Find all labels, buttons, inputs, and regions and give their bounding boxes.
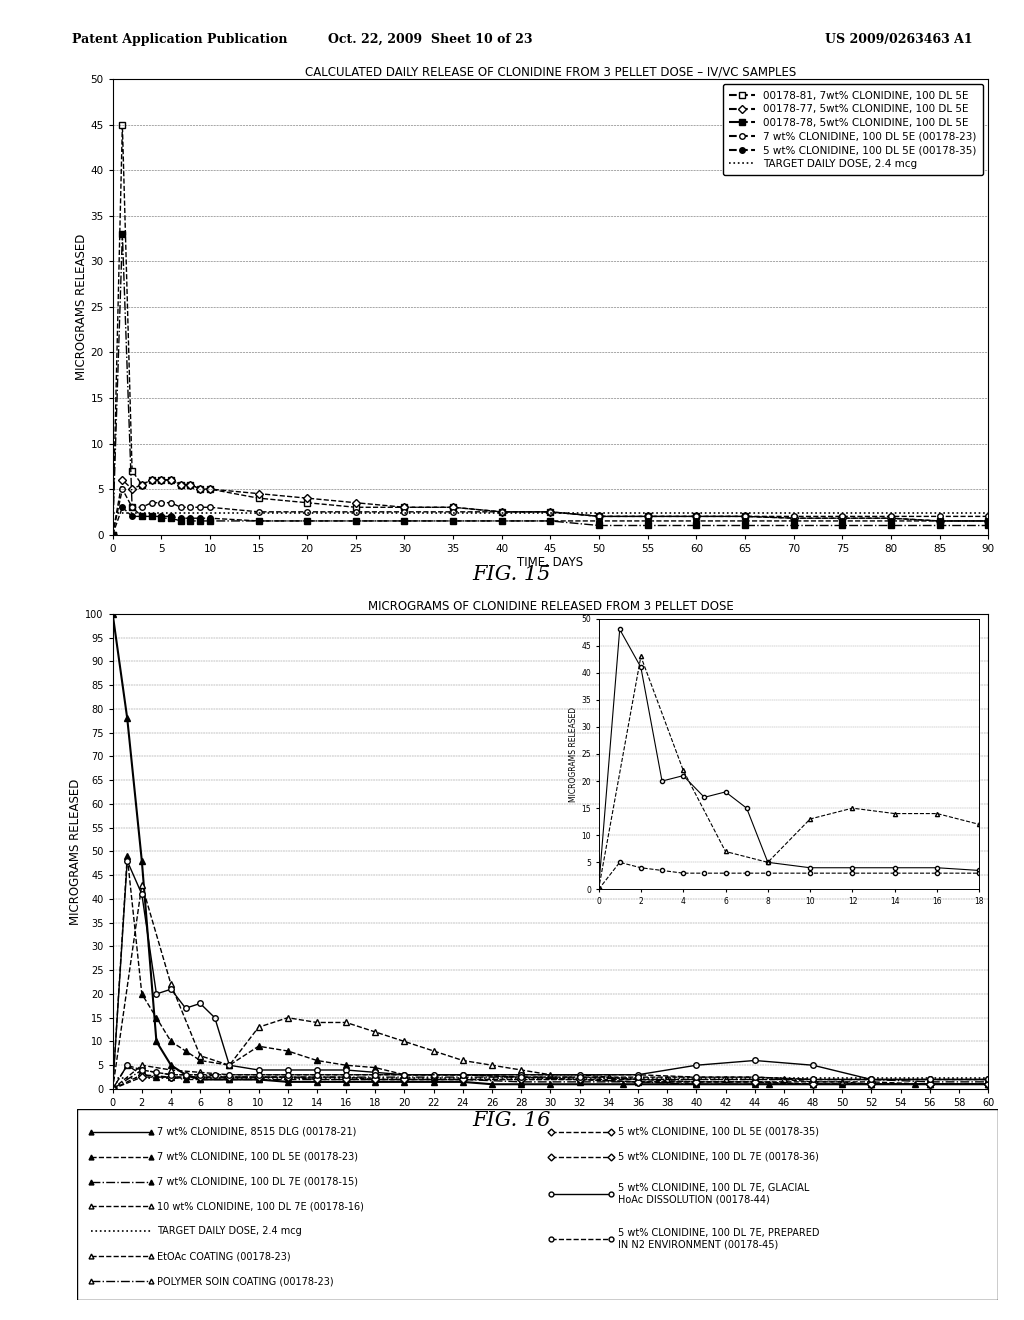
Text: POLYMER SOIN COATING (00178-23): POLYMER SOIN COATING (00178-23) [157,1276,334,1286]
Text: 7 wt% CLONIDINE, 100 DL 7E (00178-15): 7 wt% CLONIDINE, 100 DL 7E (00178-15) [157,1176,358,1187]
Y-axis label: MICROGRAMS RELEASED: MICROGRAMS RELEASED [75,234,88,380]
Text: 5 wt% CLONIDINE, 100 DL 7E (00178-36): 5 wt% CLONIDINE, 100 DL 7E (00178-36) [617,1151,818,1162]
Text: US 2009/0263463 A1: US 2009/0263463 A1 [825,33,973,46]
Text: TARGET DAILY DOSE, 2.4 mcg: TARGET DAILY DOSE, 2.4 mcg [157,1226,302,1237]
Title: CALCULATED DAILY RELEASE OF CLONIDINE FROM 3 PELLET DOSE – IV/VC SAMPLES: CALCULATED DAILY RELEASE OF CLONIDINE FR… [305,65,796,78]
Text: 7 wt% CLONIDINE, 100 DL 5E (00178-23): 7 wt% CLONIDINE, 100 DL 5E (00178-23) [157,1151,358,1162]
Text: Patent Application Publication: Patent Application Publication [72,33,287,46]
Legend: 00178-81, 7wt% CLONIDINE, 100 DL 5E, 00178-77, 5wt% CLONIDINE, 100 DL 5E, 00178-: 00178-81, 7wt% CLONIDINE, 100 DL 5E, 001… [723,84,983,176]
Text: 5 wt% CLONIDINE, 100 DL 5E (00178-35): 5 wt% CLONIDINE, 100 DL 5E (00178-35) [617,1127,819,1137]
Title: MICROGRAMS OF CLONIDINE RELEASED FROM 3 PELLET DOSE: MICROGRAMS OF CLONIDINE RELEASED FROM 3 … [368,599,733,612]
Y-axis label: MICROGRAMS RELEASED: MICROGRAMS RELEASED [70,779,83,924]
Text: Oct. 22, 2009  Sheet 10 of 23: Oct. 22, 2009 Sheet 10 of 23 [328,33,532,46]
Text: 7 wt% CLONIDINE, 8515 DLG (00178-21): 7 wt% CLONIDINE, 8515 DLG (00178-21) [157,1127,356,1137]
Text: EtOAc COATING (00178-23): EtOAc COATING (00178-23) [157,1251,291,1261]
Text: FIG. 15: FIG. 15 [473,565,551,583]
Text: 10 wt% CLONIDINE, 100 DL 7E (00178-16): 10 wt% CLONIDINE, 100 DL 7E (00178-16) [157,1201,364,1212]
Text: FIG. 16: FIG. 16 [473,1111,551,1130]
X-axis label: TIME, DAYS: TIME, DAYS [517,557,584,569]
Text: 5 wt% CLONIDINE, 100 DL 7E, GLACIAL
HoAc DISSOLUTION (00178-44): 5 wt% CLONIDINE, 100 DL 7E, GLACIAL HoAc… [617,1183,809,1205]
X-axis label: TIME, DAYS: TIME, DAYS [517,1111,584,1123]
Text: 5 wt% CLONIDINE, 100 DL 7E, PREPARED
IN N2 ENVIRONMENT (00178-45): 5 wt% CLONIDINE, 100 DL 7E, PREPARED IN … [617,1228,819,1250]
